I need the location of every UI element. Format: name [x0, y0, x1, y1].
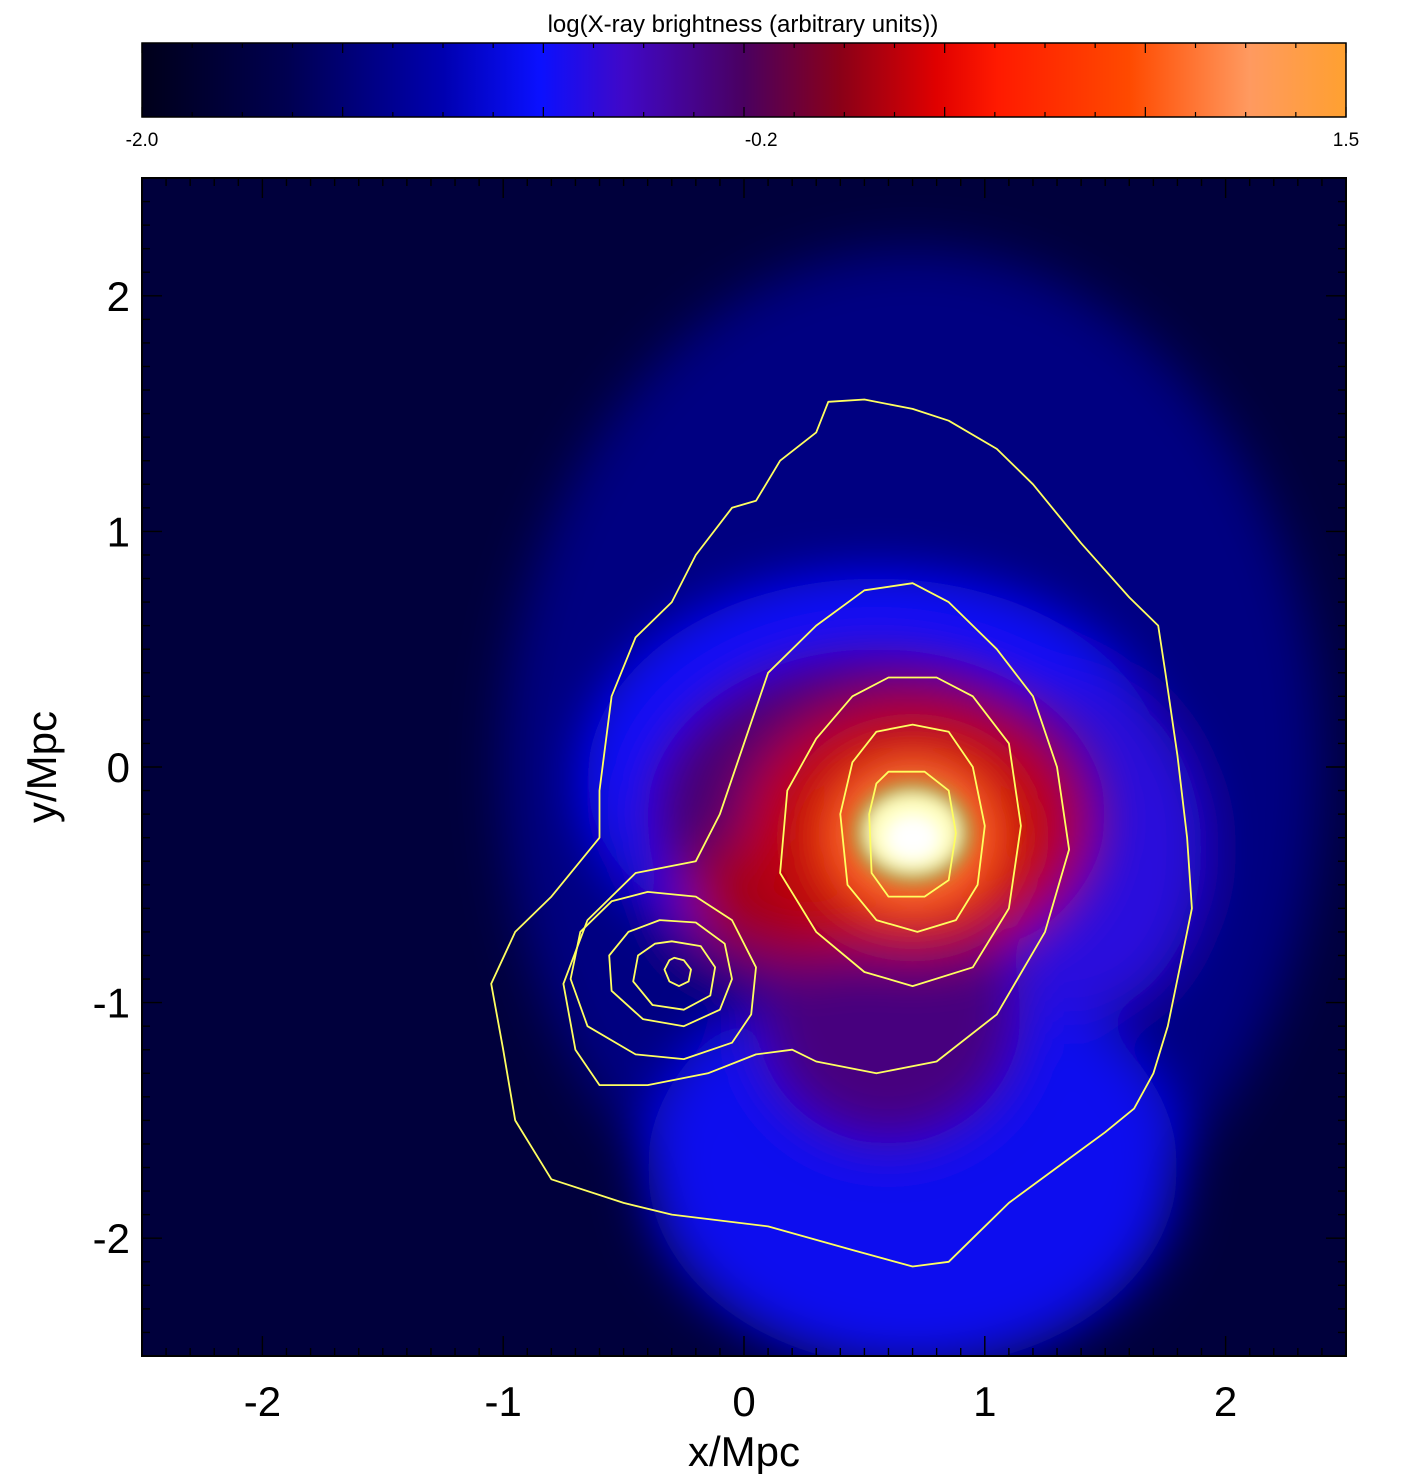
y-tick-label: 0 — [107, 744, 130, 791]
colorbar-tick-label: -0.2 — [745, 130, 778, 151]
axis-ticks: -2 -1 0 1 2 -2 -1 0 1 2 — [93, 177, 1347, 1425]
y-tick-label: -2 — [93, 1215, 130, 1262]
contour-main-2 — [562, 582, 1070, 1086]
contour-sub-4 — [663, 956, 692, 987]
x-tick-label: -1 — [485, 1378, 522, 1425]
x-tick-label: 1 — [973, 1378, 996, 1425]
heatmap-core — [853, 781, 972, 885]
core-rim — [853, 781, 972, 885]
contour-sub-1 — [569, 891, 757, 1060]
contour-outer — [490, 398, 1193, 1268]
colorbar-ticks: -2.0 -0.2 1.5 — [126, 43, 1359, 151]
y-axis-label: y/Mpc — [18, 711, 65, 823]
core-center — [886, 815, 940, 860]
x-tick-label: 0 — [732, 1378, 755, 1425]
colorbar-tick-label: 1.5 — [1333, 130, 1359, 151]
colorbar-tick-label: -2.0 — [126, 130, 159, 151]
colorbar-label: log(X-ray brightness (arbitrary units)) — [548, 11, 939, 38]
colorbar — [141, 42, 1347, 118]
x-tick-label: -2 — [244, 1378, 281, 1425]
plot-area — [142, 178, 1346, 1356]
contour-main-3 — [779, 676, 1022, 987]
y-tick-label: 2 — [107, 273, 130, 320]
y-tick-label: 1 — [107, 508, 130, 555]
contour-main-4 — [839, 723, 986, 933]
y-tick-label: -1 — [93, 980, 130, 1027]
contour-sub-3 — [632, 940, 716, 1011]
x-axis-label: x/Mpc — [688, 1428, 800, 1474]
contours — [490, 398, 1193, 1268]
x-tick-label: 2 — [1214, 1378, 1237, 1425]
contour-main-5 — [868, 770, 957, 898]
contour-sub-2 — [608, 919, 733, 1028]
